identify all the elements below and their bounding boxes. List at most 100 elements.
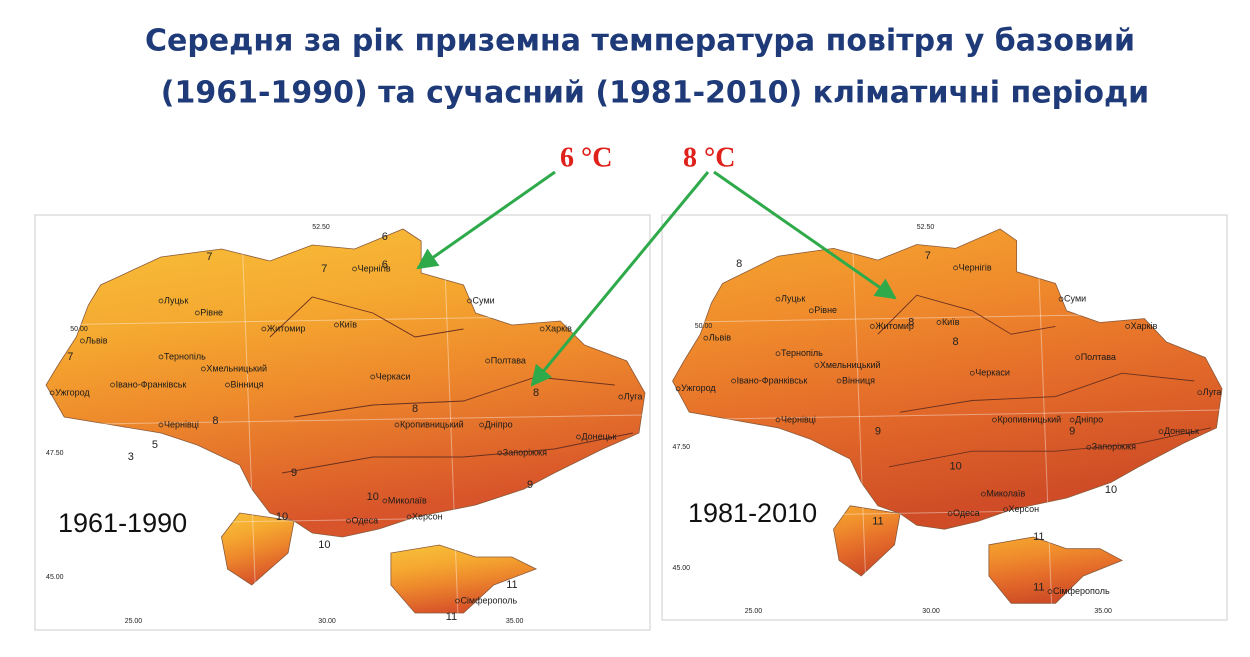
territory [45,228,646,538]
city-label: Суми [473,295,495,305]
territory [221,512,295,586]
city-label: Луга [624,391,643,401]
longitude-label: 35.00 [506,618,524,625]
isotherm-label: 9 [527,479,533,491]
city-label: Черкаси [376,371,411,381]
city-label: Львів [85,335,107,345]
title-line: Середня за рік приземна температура пові… [145,24,1135,59]
city-label: Рівне [814,305,837,315]
longitude-label: 30.00 [318,618,336,625]
isotherm-label: 10 [949,461,961,473]
city-dot [1058,296,1064,302]
latitude-label: 45.00 [673,565,691,572]
isotherm-label: 7 [206,251,212,263]
city-dot [352,266,357,272]
graticule [442,224,459,626]
city-dot [406,514,412,520]
latitude-label: 52.50 [917,224,935,231]
city-label: Луцьк [781,293,805,303]
city-label: Харків [545,323,572,333]
city-dot [775,417,781,423]
city-dot [394,422,400,428]
city-label: Івано-Франківськ [116,379,187,389]
isotherm-line [294,376,615,418]
city-label: Полтава [1081,352,1116,362]
city-label: Дніпро [485,419,513,429]
city-dot [455,598,460,604]
arrow [530,171,710,387]
isotherm-label: 8 [908,316,914,328]
city-dot [947,511,953,516]
city-label: Ужгород [55,387,90,397]
isotherm-label: 9 [875,426,881,438]
graticule [666,507,1223,518]
city-label: Херсон [1009,504,1040,514]
city-dot [225,382,230,388]
isotherm-line [269,296,464,338]
graticule [666,312,1223,323]
graticule [851,224,868,616]
longitude-label: 25.00 [745,608,763,615]
graticule [666,409,1223,421]
city-label: Ужгород [681,383,716,393]
city-dot [775,351,781,357]
city-dot [370,374,376,380]
city-dot [953,265,958,271]
city-label: Донецьк [1164,426,1199,436]
isotherm-label: 7 [321,263,327,275]
city-label: Сімферополь [1053,586,1110,596]
isotherm-label: 11 [1033,582,1044,594]
city-dot [814,363,820,368]
city-dot [467,298,472,304]
arrow [713,170,897,300]
latitude-label: 47.50 [46,450,64,457]
city-label: Луцьк [164,295,188,305]
city-dot [485,358,491,364]
city-label: Чернівці [781,414,816,424]
isotherm-line [877,294,1056,335]
longitude-label: 25.00 [125,618,143,625]
arrow [416,170,556,270]
latitude-label: 50.00 [70,326,88,333]
city-dot [1158,429,1164,435]
territory [988,536,1124,604]
longitude-label: 35.00 [1094,608,1112,615]
isotherm-label: 11 [506,579,517,591]
city-dot [1047,589,1053,594]
title-line: (1961-1990) та сучасний (1981-2010) клім… [161,76,1149,111]
city-dot [618,394,624,400]
city-dot [576,434,581,440]
city-label: Чернігів [358,263,391,273]
isotherm-label: 11 [872,515,883,527]
city-label: Луга [1203,387,1222,397]
city-label: Суми [1064,293,1086,303]
graticule [39,514,646,526]
city-dot [1197,390,1203,396]
isotherm-label: 6 [382,231,388,243]
isotherm-label: 9 [291,467,297,479]
city-dot [1003,507,1008,513]
city-label: Запоріжжя [503,447,547,457]
city-dot [158,354,164,360]
city-label: Вінниця [231,379,264,389]
city-label: Рівне [200,307,223,317]
city-dot [261,326,267,332]
territory [672,228,1223,530]
city-label: Івано-Франківськ [737,375,808,385]
longitude-label: 30.00 [922,608,940,615]
city-dot [1075,355,1081,360]
isotherm-label: 11 [1033,531,1044,543]
graticule [241,224,258,626]
city-dot [703,335,709,341]
city-label: Одеса [352,515,379,525]
city-dot [497,450,503,456]
isotherm-label: 7 [67,351,73,363]
city-dot [980,491,986,497]
isotherm-label: 8 [736,258,742,270]
city-label: Чернівці [164,419,199,429]
city-label: Миколаїв [388,495,427,505]
city-dot [479,422,484,428]
city-dot [158,298,164,304]
period-label: 1981-2010 [688,498,817,528]
